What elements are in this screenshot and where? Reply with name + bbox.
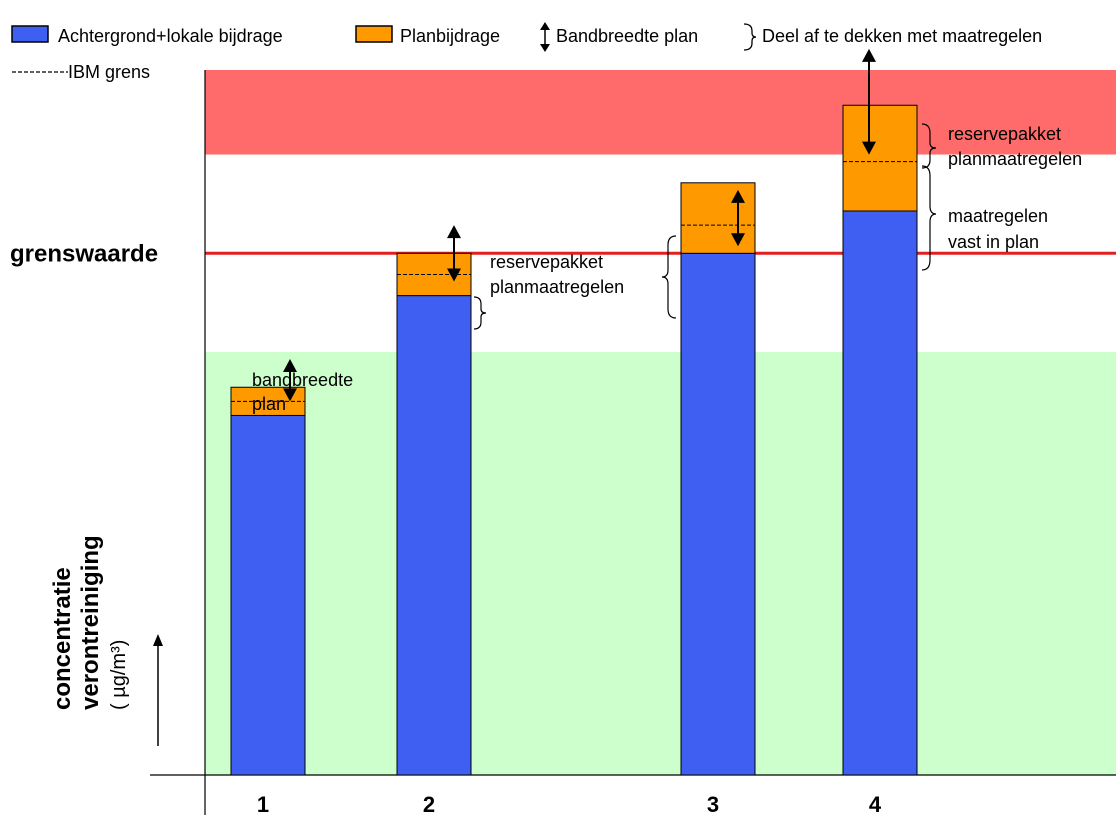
brace-icon	[661, 235, 677, 319]
bars	[230, 48, 918, 776]
annotation-reserve4-2: planmaatregelen	[948, 149, 1082, 169]
x-tick-2: 2	[423, 792, 435, 817]
double-arrow-icon	[447, 225, 461, 282]
annotation-bandbreedte-1: bandbreedte	[252, 370, 353, 390]
arrow-head-up	[447, 225, 461, 239]
legend-label-measures: Deel af te dekken met maatregelen	[762, 26, 1042, 46]
double-arrow-icon	[862, 48, 876, 155]
double-arrow-icon	[283, 359, 297, 402]
y-axis-label: concentratie verontreiniging ( µg/m³)	[49, 535, 130, 710]
legend-swatch-background	[11, 25, 49, 43]
y-label-line3: ( µg/m³)	[108, 640, 130, 710]
annotation-vast-1: maatregelen	[948, 206, 1048, 226]
arrow-head-down	[283, 388, 297, 402]
x-tick-labels: 1 2 3 4	[257, 792, 882, 817]
bar-plan-3	[680, 182, 756, 254]
annotation-bandbreedte-2: plan	[252, 394, 286, 414]
arrow-head-down	[447, 268, 461, 282]
brace-icon	[921, 123, 937, 169]
arrow-head-up	[731, 189, 745, 203]
y-arrow-icon	[153, 634, 163, 746]
exceedance-zone	[205, 70, 1116, 155]
background-zones	[205, 70, 1116, 775]
annotation-reserve2-2: planmaatregelen	[490, 277, 624, 297]
legend-label-bandwidth: Bandbreedte plan	[556, 26, 698, 46]
annotation-reserve2-1: reservepakket	[490, 252, 603, 272]
bar-background-2	[396, 295, 472, 776]
brace-icon	[921, 165, 937, 271]
bar-background-1	[230, 414, 306, 776]
x-tick-1: 1	[257, 792, 269, 817]
annotation-reserve4-1: reservepakket	[948, 124, 1061, 144]
arrow-head-down	[862, 141, 876, 155]
double-arrow-icon	[731, 189, 745, 247]
limit-label: grenswaarde	[10, 240, 158, 267]
annotation-vast-2: vast in plan	[948, 232, 1039, 252]
arrow-head-down	[731, 233, 745, 247]
brace-icon	[473, 296, 487, 330]
legend-label-background: Achtergrond+lokale bijdrage	[58, 26, 283, 46]
ibm-legend-label: IBM grens	[68, 62, 150, 82]
y-label-line1: concentratie	[49, 567, 76, 710]
bar-plan-4	[842, 104, 918, 212]
bar-background-4	[842, 210, 918, 776]
legend-label-plan: Planbijdrage	[400, 26, 500, 46]
arrow-head-up	[862, 48, 876, 62]
legend: Achtergrond+lokale bijdrage Planbijdrage…	[11, 22, 1042, 82]
annotations: bandbreedte plan reservepakket planmaatr…	[252, 123, 1082, 414]
double-arrow-icon	[540, 22, 550, 52]
brace-icon	[743, 23, 757, 51]
x-tick-4: 4	[869, 792, 882, 817]
legend-swatch-plan	[355, 25, 393, 43]
bar-background-3	[680, 252, 756, 776]
safe-zone	[205, 352, 1116, 775]
arrow-head-up	[283, 359, 297, 373]
y-label-line2: verontreiniging	[77, 535, 104, 710]
x-tick-3: 3	[707, 792, 719, 817]
